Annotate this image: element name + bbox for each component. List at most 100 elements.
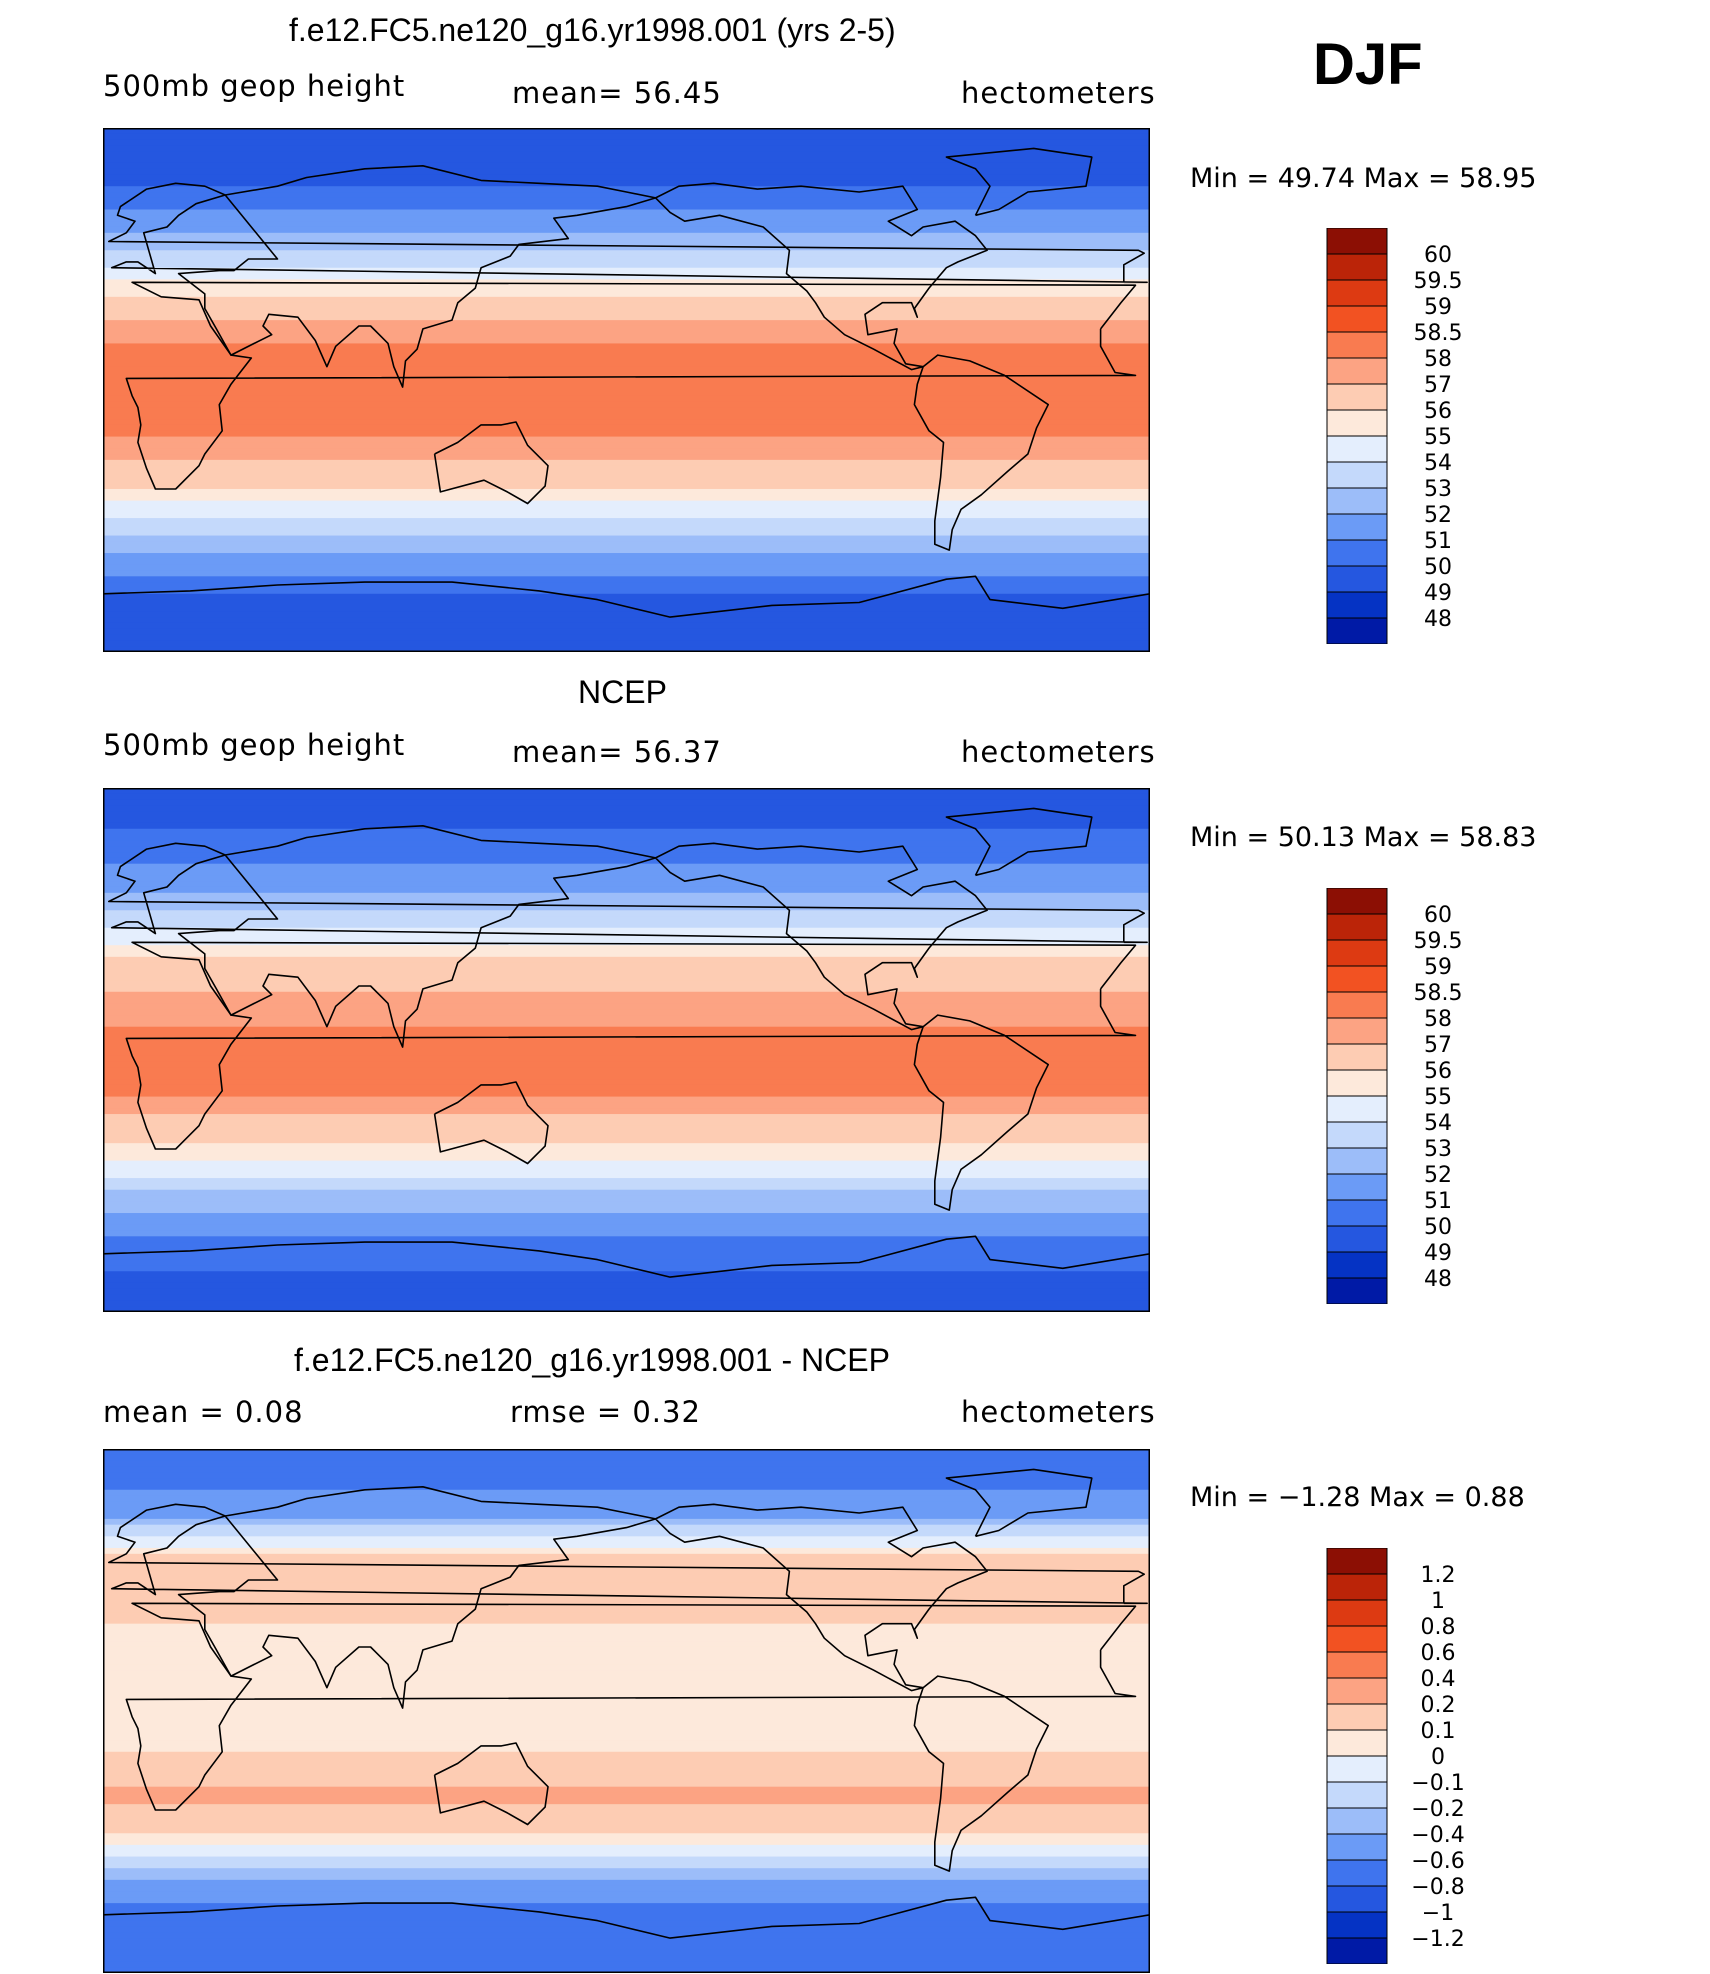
field-band (103, 168, 1150, 176)
field-band (103, 1833, 1150, 1840)
field-band (103, 1084, 1150, 1092)
colorbar-tick-label: 1.2 (1421, 1563, 1456, 1588)
antarctica-coastline (103, 575, 1150, 618)
field-band (103, 541, 1150, 548)
field-band (103, 1606, 1150, 1613)
field-band (103, 811, 1150, 818)
asia-coastline (177, 1486, 657, 1709)
field-band (103, 587, 1150, 595)
field-band (103, 302, 1150, 310)
field-band (103, 634, 1150, 641)
field-band (103, 1914, 1150, 1922)
colorbar-box (1326, 228, 1388, 255)
field-band (103, 599, 1150, 607)
colorbar-box (1326, 461, 1388, 489)
colorbar-tick-label: 0 (1431, 1745, 1445, 1770)
field-band (103, 1699, 1150, 1706)
field-band (103, 991, 1150, 999)
colorbar-tick-label: 48 (1424, 1267, 1452, 1292)
panel1-title: f.e12.FC5.ne120_g16.yr1998.001 (yrs 2-5) (289, 12, 896, 48)
field-band (103, 1821, 1150, 1829)
field-band (103, 869, 1150, 876)
europe-coastline (108, 1503, 1148, 1605)
field-band (103, 1460, 1150, 1468)
field-band (103, 1259, 1150, 1267)
field-band (103, 1711, 1150, 1718)
field-band (103, 547, 1150, 554)
field-band (103, 1020, 1150, 1028)
field-band (103, 1253, 1150, 1261)
panel2-units-label: hectometers (961, 735, 1156, 769)
field-band (103, 1513, 1150, 1520)
field-band (103, 1518, 1150, 1526)
field-band (103, 477, 1150, 484)
colorbar-box (1326, 331, 1388, 359)
colorbar-tick-label: 50 (1424, 555, 1452, 580)
colorbar-tick-label: −1 (1422, 1901, 1454, 1926)
field-band (103, 1073, 1150, 1080)
field-band (103, 611, 1150, 618)
field-band (103, 1454, 1150, 1462)
panel2-map (103, 788, 1150, 1312)
field-band (103, 1955, 1150, 1962)
colorbar-box (1326, 1277, 1388, 1304)
europe-coastline (108, 182, 1148, 284)
colorbar-box (1326, 1251, 1388, 1279)
field-band (103, 553, 1150, 560)
field-band (103, 1920, 1150, 1928)
field-band (103, 1804, 1150, 1811)
field-band (103, 279, 1150, 286)
field-band (103, 1676, 1150, 1683)
field-band (103, 331, 1150, 339)
field-band (103, 1565, 1150, 1572)
field-band (103, 360, 1150, 368)
field-band (103, 617, 1150, 624)
field-band (103, 1844, 1150, 1852)
field-band (103, 1681, 1150, 1689)
field-band (103, 483, 1150, 490)
field-band (103, 535, 1150, 542)
field-band (103, 1571, 1150, 1578)
field-band (103, 1213, 1150, 1220)
field-band (103, 325, 1150, 333)
colorbar-box (1326, 888, 1388, 915)
field-band (103, 1207, 1150, 1214)
field-band (103, 192, 1150, 199)
field-band (103, 1114, 1150, 1121)
colorbar-tick-label: 59.5 (1414, 929, 1463, 954)
field-band (103, 1798, 1150, 1805)
field-band (103, 1623, 1150, 1631)
field-band (103, 471, 1150, 478)
colorbar-box (1326, 1225, 1388, 1253)
colorbar-box (1326, 357, 1388, 385)
panel2-minmax: Min = 50.13 Max = 58.83 (1190, 822, 1537, 853)
field-band (103, 852, 1150, 859)
field-band (103, 1879, 1150, 1887)
north-america-coastline (655, 1503, 988, 1692)
field-band (103, 448, 1150, 455)
field-band (103, 209, 1150, 216)
field-band (103, 133, 1150, 141)
field-band (103, 1265, 1150, 1272)
south-america-coastline (913, 354, 1049, 551)
field-band (103, 939, 1150, 946)
field-band (103, 1090, 1150, 1098)
colorbar-box (1326, 1703, 1388, 1731)
field-band (103, 1032, 1150, 1039)
field-band (103, 226, 1150, 234)
colorbar-box (1326, 1095, 1388, 1123)
field-band (103, 1664, 1150, 1671)
field-band (103, 1294, 1150, 1301)
field-band (103, 518, 1150, 525)
asia-coastline (177, 165, 657, 388)
field-band (103, 1553, 1150, 1561)
field-band (103, 974, 1150, 981)
field-band (103, 1061, 1150, 1069)
field-band (103, 1897, 1150, 1904)
colorbar-tick-label: −0.2 (1411, 1797, 1464, 1822)
field-band (103, 1282, 1150, 1290)
asia-coastline (177, 825, 657, 1048)
field-band (103, 1809, 1150, 1817)
field-band (103, 465, 1150, 473)
